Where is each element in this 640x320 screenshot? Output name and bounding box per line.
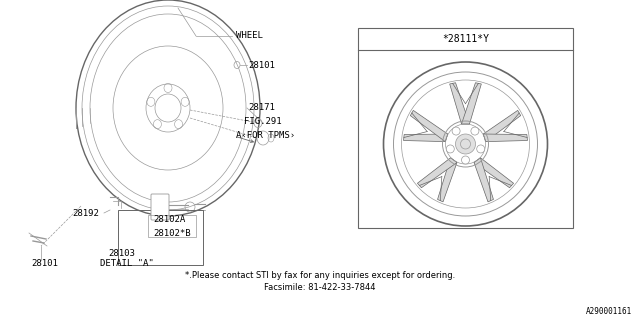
Polygon shape	[483, 134, 527, 142]
Text: FIG.291: FIG.291	[244, 117, 282, 126]
Polygon shape	[410, 110, 448, 142]
Text: Facsimile: 81-422-33-7844: Facsimile: 81-422-33-7844	[264, 283, 376, 292]
Text: WHEEL: WHEEL	[236, 31, 263, 41]
Text: 28103: 28103	[108, 249, 135, 258]
Ellipse shape	[461, 156, 470, 164]
Ellipse shape	[477, 145, 484, 153]
Text: 28102A: 28102A	[153, 215, 185, 225]
Text: A290001161: A290001161	[586, 308, 632, 316]
Polygon shape	[474, 158, 513, 188]
Ellipse shape	[471, 127, 479, 135]
Ellipse shape	[456, 134, 476, 154]
Text: *28111*Y: *28111*Y	[442, 34, 489, 44]
Polygon shape	[404, 134, 448, 142]
Text: *.Please contact STI by fax for any inquiries except for ordering.: *.Please contact STI by fax for any inqu…	[185, 270, 455, 279]
FancyBboxPatch shape	[151, 194, 169, 220]
Text: A‹FOR TPMS›: A‹FOR TPMS›	[236, 132, 295, 140]
Polygon shape	[417, 158, 457, 188]
Text: 28101: 28101	[248, 60, 275, 69]
Text: 28101: 28101	[31, 259, 58, 268]
Polygon shape	[474, 158, 493, 202]
Polygon shape	[483, 110, 521, 142]
Ellipse shape	[452, 127, 460, 135]
Text: 28102*B: 28102*B	[153, 229, 191, 238]
Polygon shape	[461, 83, 481, 124]
Text: 28192: 28192	[72, 209, 99, 218]
Polygon shape	[438, 158, 457, 202]
Ellipse shape	[446, 145, 454, 153]
Text: 28171: 28171	[248, 103, 275, 113]
Text: DETAIL "A": DETAIL "A"	[100, 259, 154, 268]
FancyBboxPatch shape	[358, 28, 573, 228]
Polygon shape	[450, 83, 470, 124]
